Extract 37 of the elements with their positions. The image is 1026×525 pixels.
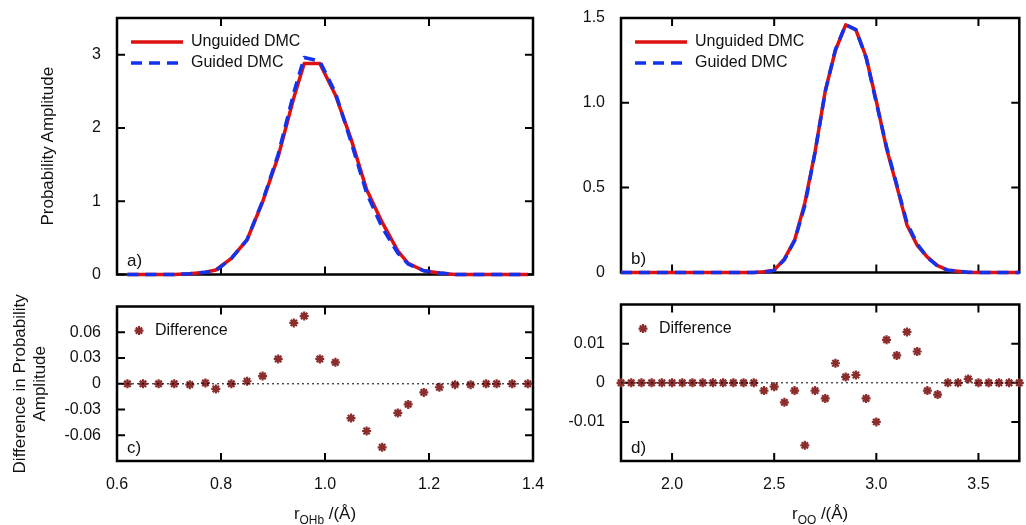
x-tick-label: 3.0: [865, 475, 888, 493]
legend-label: Guided DMC: [695, 53, 788, 71]
legend-label: Guided DMC: [191, 53, 284, 71]
legend-label: Unguided DMC: [695, 32, 805, 50]
y-axis-title: Difference in Probability Amplitude: [9, 293, 49, 474]
y-tick-label: 0: [596, 262, 606, 280]
x-tick-label: 0.6: [105, 475, 129, 493]
y-tick-label: 2: [92, 118, 102, 136]
x-tick-label: 2.0: [660, 475, 684, 493]
y-tick-label: -0.01: [568, 412, 606, 430]
y-tick-label: 1.5: [582, 8, 606, 26]
y-tick-label: 1: [92, 191, 102, 209]
y-tick-label: 0: [596, 373, 606, 391]
y-tick-label: -0.03: [64, 399, 102, 417]
y-tick-label: 0: [92, 374, 102, 392]
y-tick-label: 0.03: [69, 348, 102, 366]
y-tick-label: 1.0: [582, 93, 606, 111]
legend-label: Difference: [155, 321, 228, 339]
y-tick-label: 0.5: [582, 178, 606, 196]
x-tick-label: 2.5: [763, 475, 786, 493]
x-tick-label: 1.4: [521, 475, 545, 493]
x-tick-label: 1.2: [417, 475, 441, 493]
legend-label: Unguided DMC: [191, 32, 301, 50]
annotation: c): [127, 438, 142, 457]
annotation: d): [631, 438, 647, 457]
y-tick-label: 0: [92, 264, 102, 282]
legend-label: Difference: [659, 319, 732, 337]
x-tick-label: 0.8: [209, 475, 233, 493]
annotation: a): [127, 251, 143, 271]
y-tick-label: 0.06: [69, 322, 102, 340]
y-tick-label: -0.06: [64, 425, 102, 443]
y-tick-label: 0.01: [573, 334, 606, 352]
x-tick-label: 1.0: [313, 475, 337, 493]
x-tick-label: 3.5: [967, 475, 990, 493]
y-axis-title: Probability Amplitude: [37, 66, 57, 226]
annotation: b): [631, 249, 647, 269]
y-tick-label: 3: [92, 45, 102, 63]
